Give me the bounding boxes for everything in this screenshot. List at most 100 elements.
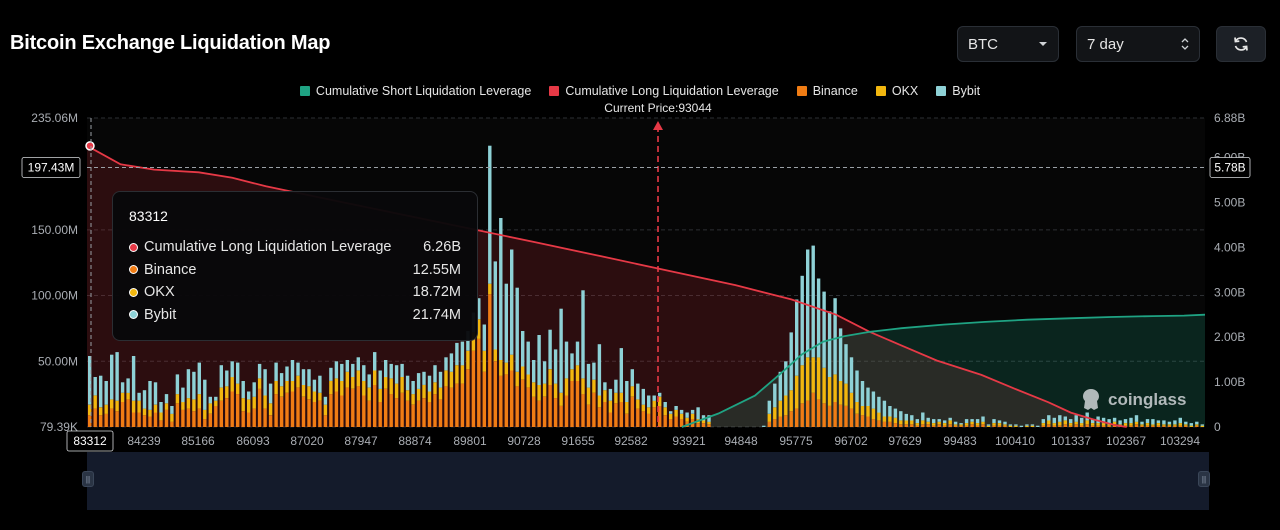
bybit-bar [1003,421,1007,425]
binance-bar [1101,425,1106,427]
binance-bar [471,350,476,427]
bybit-bar [208,396,212,404]
bybit-bar [970,419,974,422]
binance-bar [279,396,284,427]
binance-bar [444,386,448,427]
binance-bar [99,415,103,427]
bybit-bar [192,371,196,400]
bybit-bar [247,391,251,400]
bybit-bar [263,369,267,396]
legend-item[interactable]: Bybit [936,84,980,98]
binance-bar [1145,425,1150,427]
okx-bar [773,407,777,420]
bybit-bar [915,419,919,423]
binance-bar [252,408,256,427]
binance-bar [192,411,196,427]
bybit-bar [367,374,371,388]
okx-bar [99,407,103,416]
bybit-bar [625,381,629,402]
coin-select-value: BTC [968,35,998,53]
binance-bar [1156,425,1161,427]
okx-bar [975,423,980,426]
binance-bar [997,425,1002,427]
chart-tooltip: 83312 Cumulative Long Liquidation Levera… [112,191,478,341]
binance-bar [1129,425,1133,427]
okx-bar [444,370,448,387]
bybit-bar [493,261,497,350]
okx-bar [844,383,848,406]
okx-bar [192,399,196,412]
okx-bar [153,404,158,413]
okx-bar [279,386,284,397]
bybit-bar [1030,424,1035,426]
refresh-button[interactable] [1216,26,1266,62]
binance-bar [334,391,339,427]
bybit-bar [575,341,580,366]
bybit-bar [592,362,596,380]
bybit-bar [186,369,191,399]
zoom-slider-right-handle[interactable]: || [1198,471,1210,487]
range-select[interactable]: 7 day [1076,26,1200,62]
binance-bar [120,402,125,427]
okx-bar [471,332,476,351]
binance-bar [904,424,908,427]
okx-bar [438,387,443,400]
coin-select[interactable]: BTC [957,26,1059,62]
bybit-bar [570,353,574,370]
okx-bar [296,375,300,388]
legend-item[interactable]: Cumulative Long Liquidation Leverage [549,84,779,98]
binance-bar [247,412,251,427]
bybit-bar [1195,421,1199,425]
binance-bar [570,381,574,427]
bybit-bar [99,375,103,408]
okx-bar [1101,423,1106,426]
bybit-bar [981,416,985,422]
binance-bar [937,424,941,427]
binance-bar [669,419,673,427]
binance-bar [537,400,541,427]
okx-bar [899,420,903,425]
binance-bar [833,402,837,427]
zoom-slider-track[interactable] [87,452,1209,510]
zoom-slider-left-handle[interactable]: || [82,471,94,487]
okx-bar [449,371,454,388]
bybit-bar [652,395,656,401]
binance-bar [394,398,399,427]
binance-bar [148,416,152,427]
okx-bar [120,392,125,402]
okx-bar [203,409,207,420]
okx-bar [932,423,936,426]
bybit-bar [93,377,97,396]
bybit-bar [444,357,448,371]
bybit-bar [515,287,519,372]
bybit-bar [658,392,662,397]
okx-bar [849,392,854,409]
y-right-tick-label: 0 [1214,420,1221,434]
bybit-bar [340,363,344,381]
legend-item[interactable]: Binance [796,84,858,98]
okx-bar [537,384,541,401]
binance-bar [131,412,136,427]
x-tick-label: 99483 [943,434,977,448]
bybit-bar [142,390,147,409]
okx-bar [1123,423,1128,426]
bybit-bar [120,382,125,393]
x-tick-label: 103294 [1160,434,1200,448]
okx-bar [1156,423,1161,426]
okx-bar [542,383,547,397]
y-right-tick-label: 4.00B [1214,240,1245,254]
bybit-bar [170,406,174,414]
legend-swatch [796,86,807,96]
bybit-bar [1156,420,1161,423]
binance-bar [784,415,788,427]
okx-bar [88,404,92,416]
bybit-bar [537,335,541,385]
legend-item[interactable]: Cumulative Short Liquidation Leverage [299,84,531,98]
bybit-bar [510,249,514,355]
bybit-bar [586,363,591,388]
okx-bar [811,357,815,393]
binance-bar [625,413,629,427]
legend-item[interactable]: OKX [875,84,918,98]
bybit-bar [131,356,136,401]
okx-bar [219,387,223,401]
